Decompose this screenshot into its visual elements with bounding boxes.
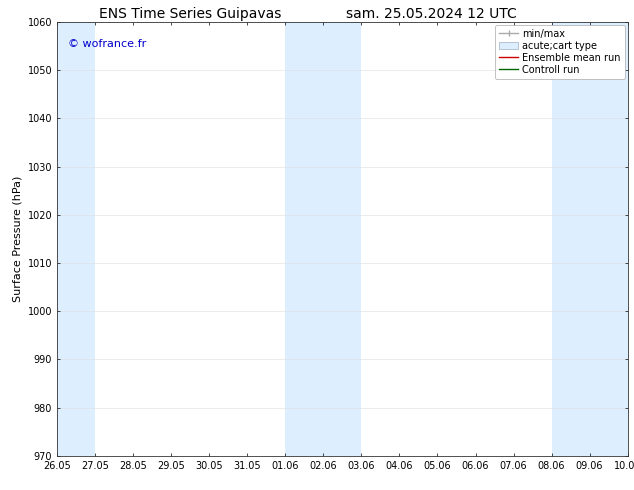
Text: sam. 25.05.2024 12 UTC: sam. 25.05.2024 12 UTC xyxy=(346,7,517,22)
Bar xyxy=(285,22,361,456)
Y-axis label: Surface Pressure (hPa): Surface Pressure (hPa) xyxy=(12,176,22,302)
Bar xyxy=(57,22,95,456)
Text: ENS Time Series Guipavas: ENS Time Series Guipavas xyxy=(99,7,281,22)
Legend: min/max, acute;cart type, Ensemble mean run, Controll run: min/max, acute;cart type, Ensemble mean … xyxy=(495,25,624,78)
Text: © wofrance.fr: © wofrance.fr xyxy=(68,39,146,49)
Bar xyxy=(552,22,628,456)
